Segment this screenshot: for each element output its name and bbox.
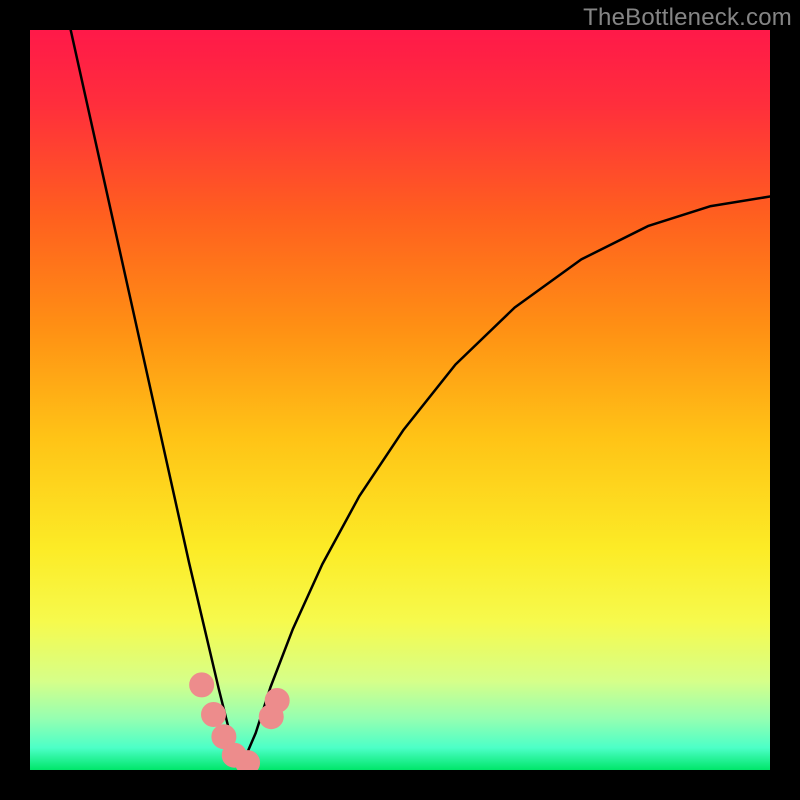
marker-point bbox=[236, 751, 260, 770]
bottleneck-chart bbox=[30, 30, 770, 770]
watermark-text: TheBottleneck.com bbox=[583, 4, 792, 32]
marker-point bbox=[190, 673, 214, 697]
marker-point bbox=[265, 688, 289, 712]
marker-point bbox=[202, 703, 226, 727]
gradient-background bbox=[30, 30, 770, 770]
